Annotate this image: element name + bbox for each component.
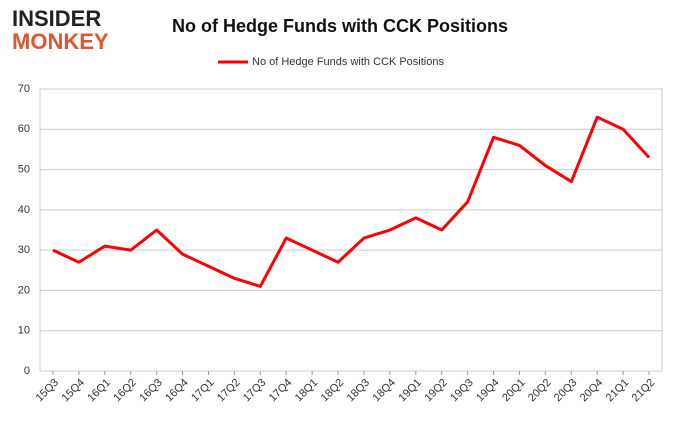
x-tick-label: 16Q4 [163,377,191,405]
x-tick-label: 19Q4 [474,377,502,405]
x-tick-label: 15Q4 [60,377,88,405]
data-line [52,115,651,288]
x-tick-label: 17Q2 [215,377,243,405]
x-tick-label: 16Q2 [111,377,139,405]
x-tick-label: 19Q3 [448,377,476,405]
x-tick-label: 18Q4 [371,377,399,405]
y-tick-label: 30 [18,244,30,256]
x-tick-label: 21Q2 [630,377,658,405]
x-tick-label: 18Q1 [293,377,321,405]
x-tick-label: 17Q3 [241,377,269,405]
x-tick-label: 20Q3 [552,377,580,405]
y-tick-label: 20 [18,284,30,296]
x-tick-label: 21Q1 [604,377,632,405]
x-tick-label: 15Q3 [34,377,62,405]
x-tick-label: 20Q2 [526,377,554,405]
x-tick-label: 20Q4 [578,377,606,405]
chart-title: No of Hedge Funds with CCK Positions [172,16,508,36]
x-tick-label: 18Q2 [319,377,347,405]
x-tick-label: 16Q1 [85,377,113,405]
x-tick-label: 17Q1 [189,377,217,405]
x-tick-label: 19Q1 [396,377,424,405]
plot-frame [39,88,663,372]
x-tick-label: 17Q4 [267,377,295,405]
logo-bottom: MONKEY [12,29,109,54]
x-tick-label: 18Q3 [345,377,373,405]
x-tick-label: 20Q1 [500,377,528,405]
y-tick-label: 40 [18,204,30,216]
y-tick-label: 0 [24,365,30,377]
x-tick-label: 19Q2 [422,377,450,405]
y-tick-label: 60 [18,123,30,135]
x-tick-label: 16Q3 [137,377,165,405]
y-tick-label: 50 [18,163,30,175]
legend-label: No of Hedge Funds with CCK Positions [252,56,444,68]
logo-top: INSIDER [12,6,101,31]
y-tick-label: 70 [18,83,30,95]
y-tick-label: 10 [18,325,30,337]
